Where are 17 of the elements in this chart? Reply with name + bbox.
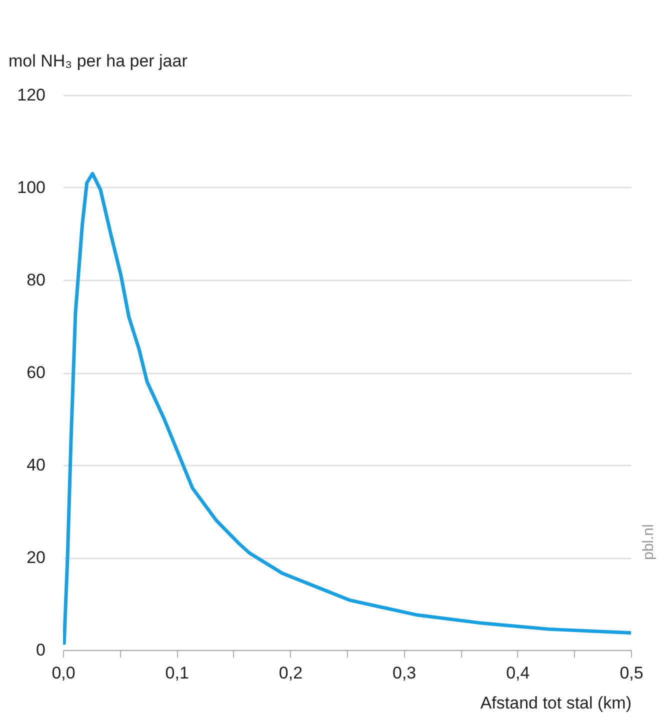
y-tick-label: 80 <box>26 270 46 290</box>
y-tick-label: 120 <box>17 86 46 104</box>
y-tick-label: 100 <box>17 178 46 197</box>
x-tick-label: 0,2 <box>278 664 303 682</box>
y-axis-title: mol NH₃ per ha per jaar <box>8 52 188 70</box>
y-tick-label: 60 <box>26 363 46 382</box>
y-tick-label: 40 <box>26 456 46 474</box>
line-series <box>63 172 631 645</box>
y-tick-label: 0 <box>36 640 46 660</box>
x-tick-label: 0,4 <box>506 664 530 682</box>
x-tick-label: 0,0 <box>52 664 76 682</box>
x-axis-title: Afstand tot stal (km) <box>480 694 632 712</box>
y-tick-label: 20 <box>26 548 46 567</box>
x-tick-label: 0,3 <box>392 664 416 682</box>
x-tick-label: 0,5 <box>620 664 644 682</box>
x-tick-label: 0,1 <box>165 664 189 682</box>
text: pbl.nl <box>640 524 657 560</box>
